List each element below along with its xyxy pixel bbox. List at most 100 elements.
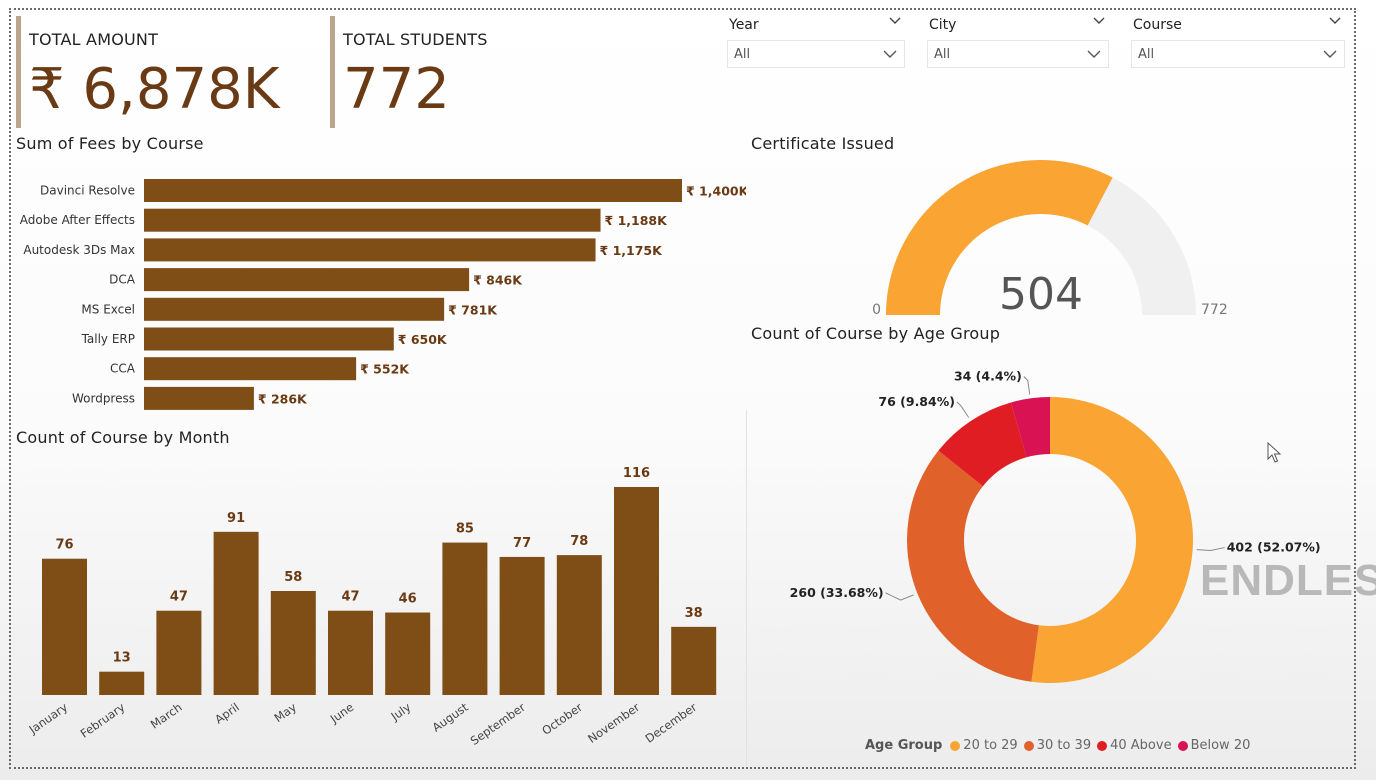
course-dropdown-value: All [1138,47,1155,62]
course-slicer-label: Course [1133,17,1182,33]
chevron-down-icon[interactable] [1327,12,1343,28]
month-axis-label: September [468,700,528,748]
month-count-data-label: 47 [341,590,359,605]
course-fee-bar[interactable] [144,238,596,262]
course-fee-bar[interactable] [144,268,470,292]
gauge-min-label: 0 [872,302,881,318]
course-fee-data-label: ₹ 846K [473,273,523,288]
city-slicer-header[interactable]: City [927,14,1109,36]
month-count-bar[interactable] [156,610,202,695]
legend-item-30-39[interactable]: 30 to 39 [1023,738,1092,753]
month-axis-label: July [388,700,414,724]
legend-item-below-20[interactable]: Below 20 [1177,738,1251,753]
age-group-legend-title: Age Group [865,738,943,753]
month-count-data-label: 78 [570,534,588,549]
leader-line [1196,547,1225,551]
month-axis-label: June [327,700,356,726]
course-dropdown[interactable]: All [1131,40,1345,68]
total-students-card: TOTAL STUDENTS 772 [330,16,635,128]
course-fee-bar[interactable] [144,208,601,232]
course-by-month-chart: 76 January 13 February 47 March 91 April 58 May 47… [26,466,717,748]
chevron-down-icon[interactable] [887,12,903,28]
age-group-slice[interactable] [1010,397,1050,458]
year-dropdown-value: All [734,47,751,62]
month-count-data-label: 85 [456,522,474,537]
course-axis-label: Adobe After Effects [20,213,135,227]
course-axis-label: Davinci Resolve [40,184,135,198]
month-count-bar[interactable] [556,555,602,695]
total-amount-card: TOTAL AMOUNT ₹ 6,878K [16,16,321,128]
course-slicer-header[interactable]: Course [1131,14,1345,36]
year-slicer-header[interactable]: Year [727,14,905,36]
month-axis-label: May [272,700,300,725]
course-axis-label: CCA [110,362,136,376]
legend-swatch [1023,740,1034,751]
course-fee-bar[interactable] [144,327,394,351]
course-fee-bar[interactable] [144,357,357,381]
month-axis-label: August [430,700,471,735]
mouse-pointer-icon [1267,442,1282,463]
age-group-slice[interactable] [907,450,1039,682]
month-count-bar[interactable] [614,487,659,695]
month-axis-label: February [78,700,128,741]
month-count-bar[interactable] [270,591,316,695]
month-axis-label: April [212,700,242,727]
total-students-value: 772 [343,57,450,122]
age-group-data-label: 260 (33.68%) [790,585,884,600]
course-axis-label: Wordpress [72,391,135,405]
month-count-bar[interactable] [328,610,373,695]
course-by-month-title: Count of Course by Month [16,428,230,447]
legend-label: 20 to 29 [963,738,1018,753]
course-axis-label: MS Excel [81,302,135,316]
month-count-bar[interactable] [499,556,545,695]
course-fee-bar[interactable] [144,386,254,410]
year-slicer: Year All [727,14,905,68]
city-dropdown[interactable]: All [927,40,1109,68]
legend-label: Below 20 [1190,738,1251,753]
legend-item-40-above[interactable]: 40 Above [1097,738,1172,753]
age-group-slice[interactable] [1031,397,1193,683]
month-count-bar[interactable] [385,612,431,695]
month-count-bar[interactable] [99,671,145,695]
age-group-legend: Age Group 20 to 29 30 to 39 40 Above Bel… [865,738,1256,753]
chevron-down-icon[interactable] [1091,12,1107,28]
fees-by-course-title: Sum of Fees by Course [16,134,204,153]
course-fee-bar[interactable] [144,297,445,321]
month-count-data-label: 77 [513,536,531,551]
legend-label: 30 to 39 [1036,738,1092,753]
chevron-down-icon[interactable] [1320,43,1340,63]
month-count-data-label: 116 [623,466,650,481]
course-fee-data-label: ₹ 1,175K [600,243,664,258]
month-count-data-label: 38 [685,606,703,621]
month-count-bar[interactable] [671,626,717,695]
course-by-age-group-title: Count of Course by Age Group [751,324,1001,343]
course-fee-bar[interactable] [144,179,682,202]
city-slicer-label: City [929,17,957,33]
certificate-issued-gauge: 504 0 772 [872,160,1228,320]
legend-swatch [950,740,961,751]
gauge-value-arc[interactable] [886,160,1113,315]
chevron-down-icon[interactable] [1084,43,1104,63]
leader-line [956,401,970,418]
panel-divider [746,410,747,765]
legend-swatch [1177,740,1188,751]
course-fee-data-label: ₹ 1,400K [686,184,746,199]
legend-item-20-29[interactable]: 20 to 29 [950,738,1018,753]
report-canvas [9,8,1356,769]
age-group-data-label: 76 (9.84%) [878,394,955,409]
gauge-max-label: 772 [1201,302,1228,318]
course-axis-label: Autodesk 3Ds Max [23,243,135,257]
age-group-slice[interactable] [938,402,1027,487]
month-count-data-label: 47 [170,590,188,605]
month-count-bar[interactable] [442,542,488,695]
course-axis-label: Tally ERP [81,332,135,346]
chevron-down-icon[interactable] [880,43,900,63]
gauge-value-label: 504 [999,269,1083,320]
city-dropdown-value: All [934,47,951,62]
course-axis-label: DCA [109,273,136,287]
month-count-data-label: 91 [227,511,245,526]
month-count-bar[interactable] [213,531,259,695]
certificate-issued-title: Certificate Issued [751,134,895,153]
year-dropdown[interactable]: All [727,40,905,68]
month-count-bar[interactable] [42,558,87,695]
